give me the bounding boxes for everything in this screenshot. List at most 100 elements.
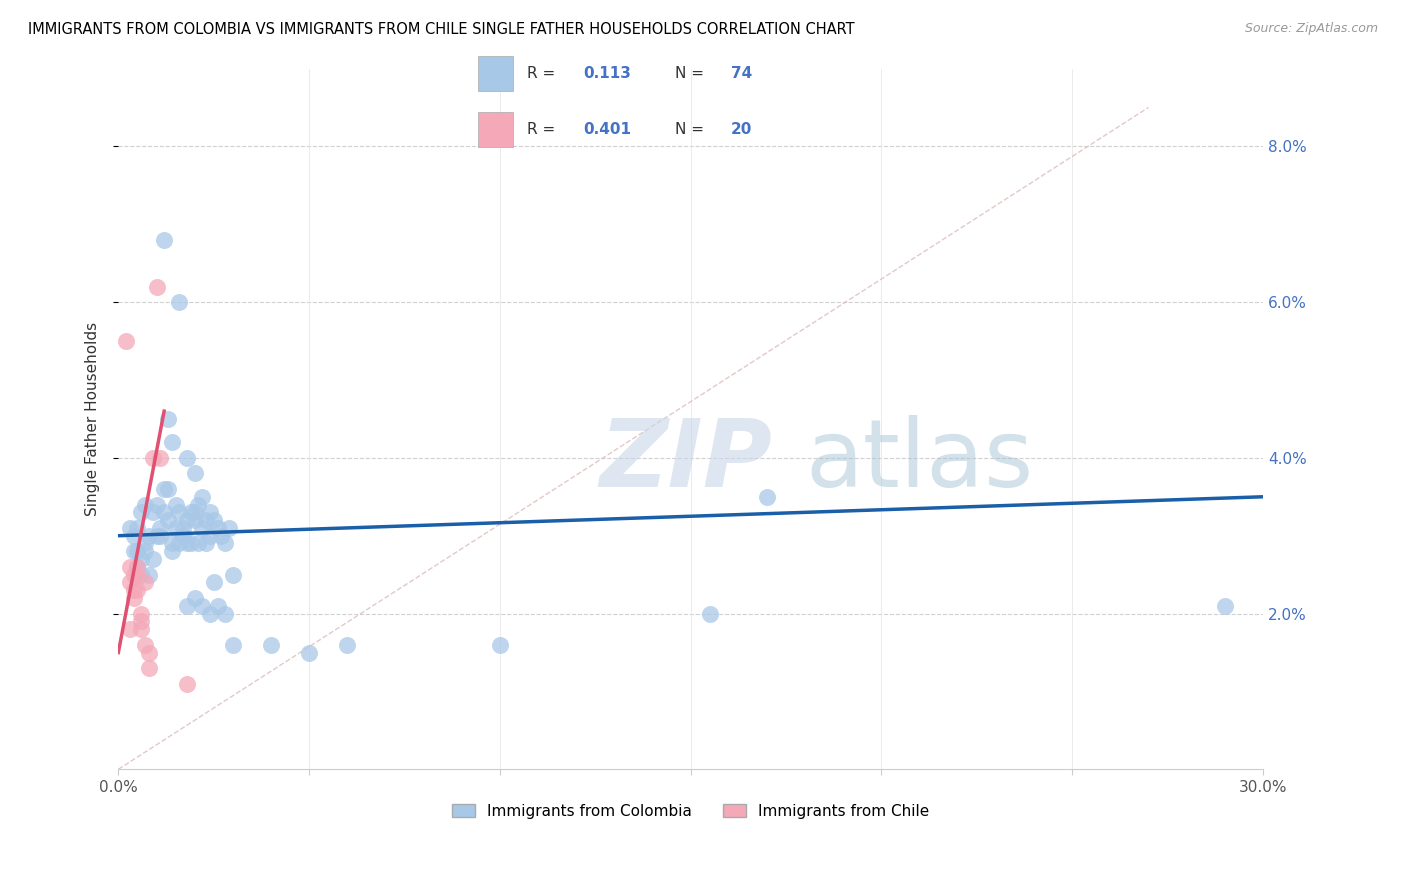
Point [195,513,218,527]
Point [156,412,179,426]
Point [142,450,165,465]
Point [122,591,145,605]
Point [122,544,145,558]
Point [214,607,236,621]
Point [172,529,194,543]
Point [149,529,172,543]
Point [145,529,167,543]
Point [134,544,156,558]
Point [118,521,141,535]
Point [202,575,225,590]
Point [165,521,187,535]
Point [127,559,149,574]
Point [202,513,225,527]
Point [183,505,205,519]
Text: 74: 74 [731,66,752,81]
Point [183,591,205,605]
Text: atlas: atlas [806,415,1033,507]
Point [298,646,321,660]
Point [129,607,152,621]
Point [138,646,160,660]
Y-axis label: Single Father Households: Single Father Households [86,322,100,516]
Point [115,334,138,348]
Text: ZIP: ZIP [599,415,772,507]
Point [134,536,156,550]
Point [129,615,152,629]
Text: IMMIGRANTS FROM COLOMBIA VS IMMIGRANTS FROM CHILE SINGLE FATHER HOUSEHOLDS CORRE: IMMIGRANTS FROM COLOMBIA VS IMMIGRANTS F… [28,22,855,37]
Point [142,505,165,519]
Point [156,482,179,496]
Point [195,536,218,550]
Point [260,638,283,652]
Text: Source: ZipAtlas.com: Source: ZipAtlas.com [1244,22,1378,36]
Point [129,505,152,519]
Point [145,498,167,512]
Point [191,599,214,613]
Point [122,567,145,582]
Text: 0.113: 0.113 [583,66,631,81]
Point [180,505,202,519]
Point [169,505,191,519]
Point [153,233,176,247]
Point [755,490,778,504]
Bar [478,112,513,146]
Point [118,559,141,574]
Point [176,536,198,550]
Point [160,544,183,558]
Point [122,583,145,598]
Point [172,521,194,535]
Point [160,435,183,450]
Point [156,513,179,527]
Point [153,505,176,519]
Point [127,583,149,598]
Point [176,676,198,690]
Point [198,529,221,543]
Point [207,521,229,535]
Point [149,521,172,535]
Point [187,536,209,550]
Point [198,505,221,519]
Point [127,559,149,574]
Point [122,529,145,543]
Point [214,536,236,550]
Point [134,498,156,512]
Legend: Immigrants from Colombia, Immigrants from Chile: Immigrants from Colombia, Immigrants fro… [446,797,935,825]
Point [209,529,232,543]
Point [129,567,152,582]
Point [138,529,160,543]
Text: 20: 20 [731,121,752,136]
Point [118,622,141,636]
Point [207,599,229,613]
Point [134,638,156,652]
Bar [478,56,513,91]
Point [176,513,198,527]
Point [160,536,183,550]
Point [222,567,245,582]
Text: N =: N = [675,121,709,136]
Text: R =: R = [527,66,561,81]
Point [118,575,141,590]
Point [169,536,191,550]
Point [165,498,187,512]
Point [176,599,198,613]
Point [149,450,172,465]
Point [489,638,512,652]
Point [1213,599,1236,613]
Point [138,567,160,582]
Point [129,622,152,636]
Point [134,575,156,590]
Point [198,607,221,621]
Point [336,638,359,652]
Point [127,567,149,582]
Point [138,661,160,675]
Point [222,638,245,652]
Point [145,279,167,293]
Text: R =: R = [527,121,561,136]
Point [183,467,205,481]
Text: N =: N = [675,66,709,81]
Point [127,521,149,535]
Point [180,536,202,550]
Text: 0.401: 0.401 [583,121,631,136]
Point [699,607,721,621]
Point [187,498,209,512]
